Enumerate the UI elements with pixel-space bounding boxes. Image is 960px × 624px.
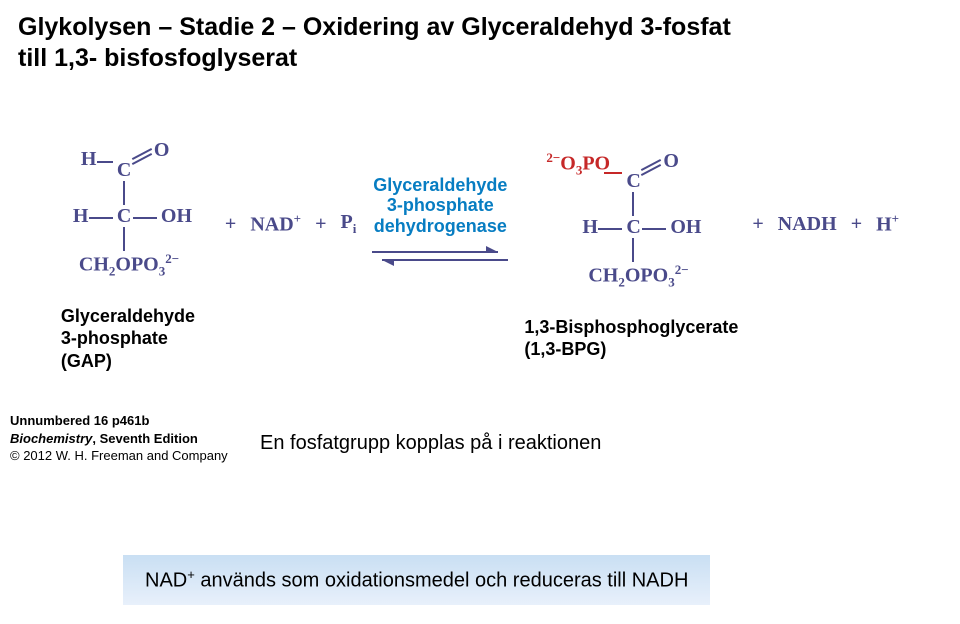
bpg-label-l1: 1,3-Bisphosphoglycerate [524, 317, 738, 337]
plus-2: + [315, 213, 326, 236]
gap-label-l1: Glyceraldehyde [61, 306, 195, 326]
gap-label: Glyceraldehyde 3-phosphate (GAP) [61, 305, 195, 373]
product-h-ion: H+ [876, 211, 899, 237]
plus-1: + [225, 213, 236, 236]
enzyme-block: Glyceraldehyde 3-phosphate dehydrogenase [370, 175, 510, 274]
cite-line-2b: , Seventh Edition [92, 431, 197, 446]
nad-plus-text: NAD [250, 214, 293, 236]
bpg-label-l2: (1,3-BPG) [524, 339, 606, 359]
reaction-diagram: H C O H C OH CH2OPO32− Glyceraldehyde 3-… [18, 145, 942, 373]
reaction-caption: En fosfatgrupp kopplas på i reaktionen [260, 432, 601, 455]
nad-box-post: används som oxidationsmedel och reducera… [195, 570, 689, 592]
enzyme-l1: Glyceraldehyde [373, 175, 507, 195]
reagent-nad-plus: NAD+ [250, 211, 301, 237]
product-nadh: NADH [778, 213, 837, 236]
bpg-structure: 2−O3PO C O H C OH CH2OPO32− [546, 156, 716, 306]
pi-text: P [340, 211, 352, 233]
page-title: Glykolysen – Stadie 2 – Oxidering av Gly… [18, 12, 942, 75]
gap-label-l3: (GAP) [61, 351, 112, 371]
gap-label-l2: 3-phosphate [61, 328, 168, 348]
enzyme-l3: dehydrogenase [374, 216, 507, 236]
figure-citation: Unnumbered 16 p461b Biochemistry, Sevent… [10, 412, 228, 465]
title-line-1: Glykolysen – Stadie 2 – Oxidering av Gly… [18, 13, 731, 41]
plus-4: + [851, 213, 862, 236]
nad-box-pre: NAD [145, 570, 187, 592]
reactant-gap: H C O H C OH CH2OPO32− Glyceraldehyde 3-… [61, 145, 211, 373]
reagent-pi: Pi [340, 211, 356, 237]
equilibrium-arrow-icon [370, 243, 510, 274]
h-ion-text: H [876, 214, 892, 236]
cite-line-3: © 2012 W. H. Freeman and Company [10, 448, 228, 463]
nadh-text: NADH [778, 213, 837, 235]
product-bpg: 2−O3PO C O H C OH CH2OPO32− 1,3-Bisphosp… [524, 156, 738, 361]
gap-structure: H C O H C OH CH2OPO32− [61, 145, 211, 295]
cite-line-2a: Biochemistry [10, 431, 92, 446]
bpg-label: 1,3-Bisphosphoglycerate (1,3-BPG) [524, 316, 738, 361]
plus-3: + [752, 213, 763, 236]
title-line-2: till 1,3- bisfosfoglyserat [18, 44, 297, 72]
enzyme-l2: 3-phosphate [387, 195, 494, 215]
nad-info-box: NAD+ används som oxidationsmedel och red… [123, 555, 710, 605]
cite-line-1: Unnumbered 16 p461b [10, 413, 149, 428]
enzyme-label: Glyceraldehyde 3-phosphate dehydrogenase [373, 175, 507, 237]
